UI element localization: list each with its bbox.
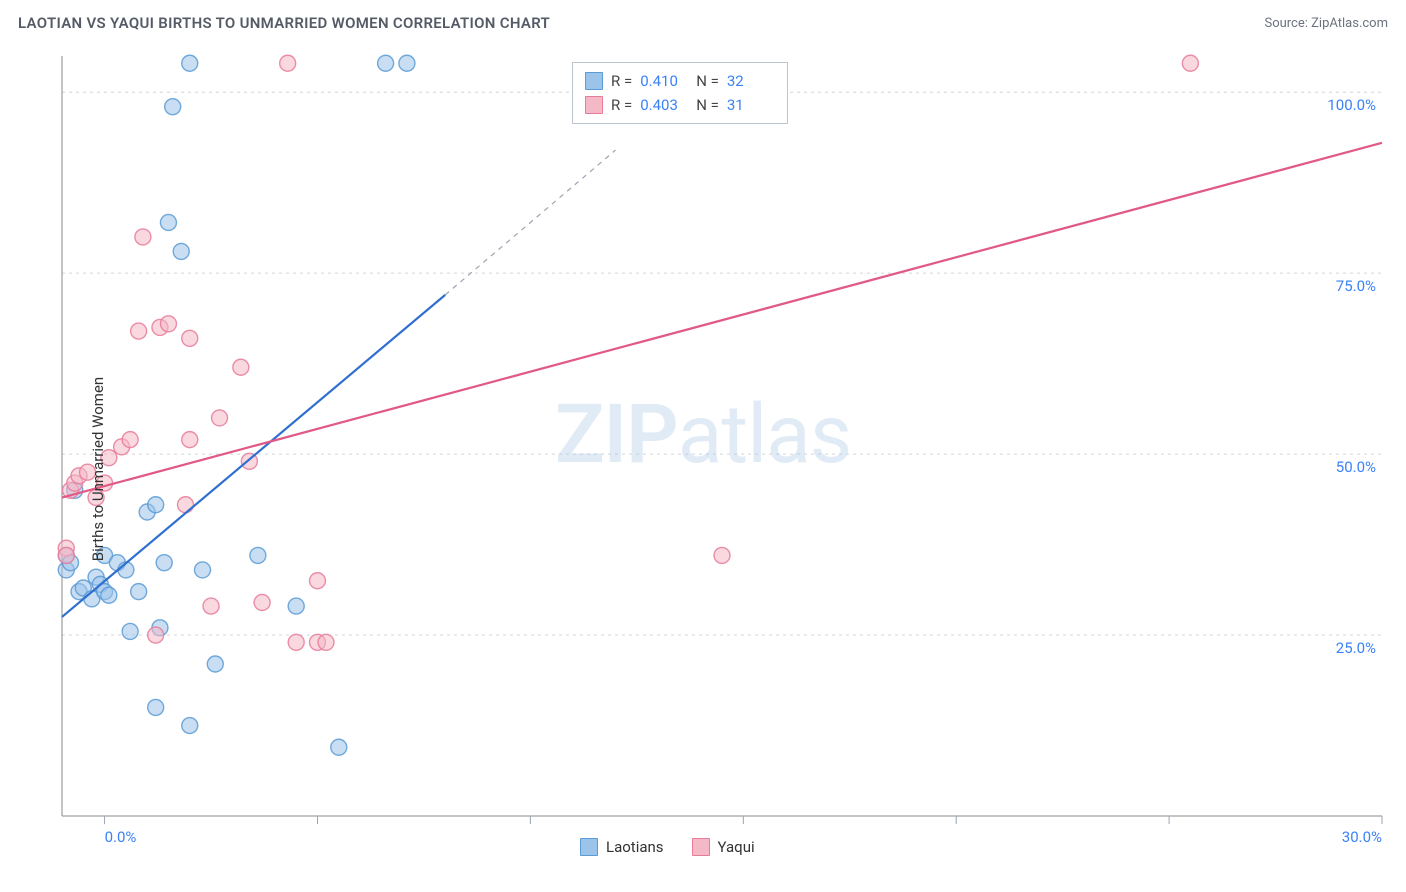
r-value: 0.403 (640, 93, 688, 117)
data-point (160, 214, 176, 230)
data-point (195, 562, 211, 578)
data-point (131, 584, 147, 600)
data-point (280, 55, 296, 71)
data-point (131, 323, 147, 339)
data-point (318, 634, 334, 650)
data-point (331, 739, 347, 755)
stats-row: R = 0.410 N = 32 (585, 69, 775, 93)
data-point (58, 547, 74, 563)
n-value: 32 (727, 69, 775, 93)
legend-label: Laotians (606, 838, 664, 856)
data-point (148, 699, 164, 715)
data-point (203, 598, 219, 614)
data-point (160, 316, 176, 332)
data-point (122, 432, 138, 448)
svg-text:75.0%: 75.0% (1336, 277, 1376, 295)
data-point (714, 547, 730, 563)
data-point (207, 656, 223, 672)
svg-text:50.0%: 50.0% (1336, 458, 1376, 476)
data-point (122, 623, 138, 639)
data-point (173, 243, 189, 259)
data-point (254, 594, 270, 610)
n-label: N = (696, 69, 719, 93)
svg-text:30.0%: 30.0% (1342, 828, 1382, 846)
data-point (233, 359, 249, 375)
legend-swatch (692, 838, 710, 856)
svg-text:0.0%: 0.0% (105, 828, 137, 846)
data-point (148, 497, 164, 513)
source-attribution: Source: ZipAtlas.com (1264, 16, 1388, 31)
svg-text:25.0%: 25.0% (1336, 639, 1376, 657)
source-prefix: Source: (1264, 16, 1311, 31)
legend-swatch (585, 72, 603, 90)
data-point (288, 598, 304, 614)
correlation-stats-box: R = 0.410 N = 32 R = 0.403 N = 31 (572, 62, 788, 124)
data-point (182, 55, 198, 71)
source-link[interactable]: ZipAtlas.com (1311, 16, 1388, 31)
data-point (288, 634, 304, 650)
data-point (399, 55, 415, 71)
legend-swatch (580, 838, 598, 856)
legend-label: Yaqui (718, 838, 755, 856)
data-point (1182, 55, 1198, 71)
svg-text:100.0%: 100.0% (1327, 96, 1376, 114)
data-point (165, 99, 181, 115)
r-label: R = (611, 93, 632, 117)
chart-container: Births to Unmarried Women 25.0% 50.0% 75.0… (0, 46, 1406, 892)
r-value: 0.410 (640, 69, 688, 93)
data-point (177, 497, 193, 513)
data-point (182, 330, 198, 346)
data-point (182, 718, 198, 734)
chart-title: LAOTIAN VS YAQUI BIRTHS TO UNMARRIED WOM… (18, 14, 550, 32)
data-point (250, 547, 266, 563)
trend-line (62, 143, 1382, 498)
data-point (182, 432, 198, 448)
n-label: N = (696, 93, 719, 117)
legend-item[interactable]: Laotians (580, 838, 664, 856)
data-point (309, 573, 325, 589)
scatter-chart: 25.0% 50.0% 75.0% 100.0% 0.0% 30.0% (0, 46, 1406, 876)
data-point (101, 587, 117, 603)
legend-item[interactable]: Yaqui (692, 838, 755, 856)
series-legend: Laotians Yaqui (580, 838, 755, 856)
trend-line-dashed (445, 150, 615, 295)
data-point (378, 55, 394, 71)
data-point (212, 410, 228, 426)
n-value: 31 (727, 93, 775, 117)
stats-row: R = 0.403 N = 31 (585, 93, 775, 117)
data-point (148, 627, 164, 643)
data-point (135, 229, 151, 245)
data-point (156, 555, 172, 571)
legend-swatch (585, 96, 603, 114)
trend-line (62, 295, 445, 617)
y-axis-label: Births to Unmarried Women (89, 377, 107, 561)
r-label: R = (611, 69, 632, 93)
